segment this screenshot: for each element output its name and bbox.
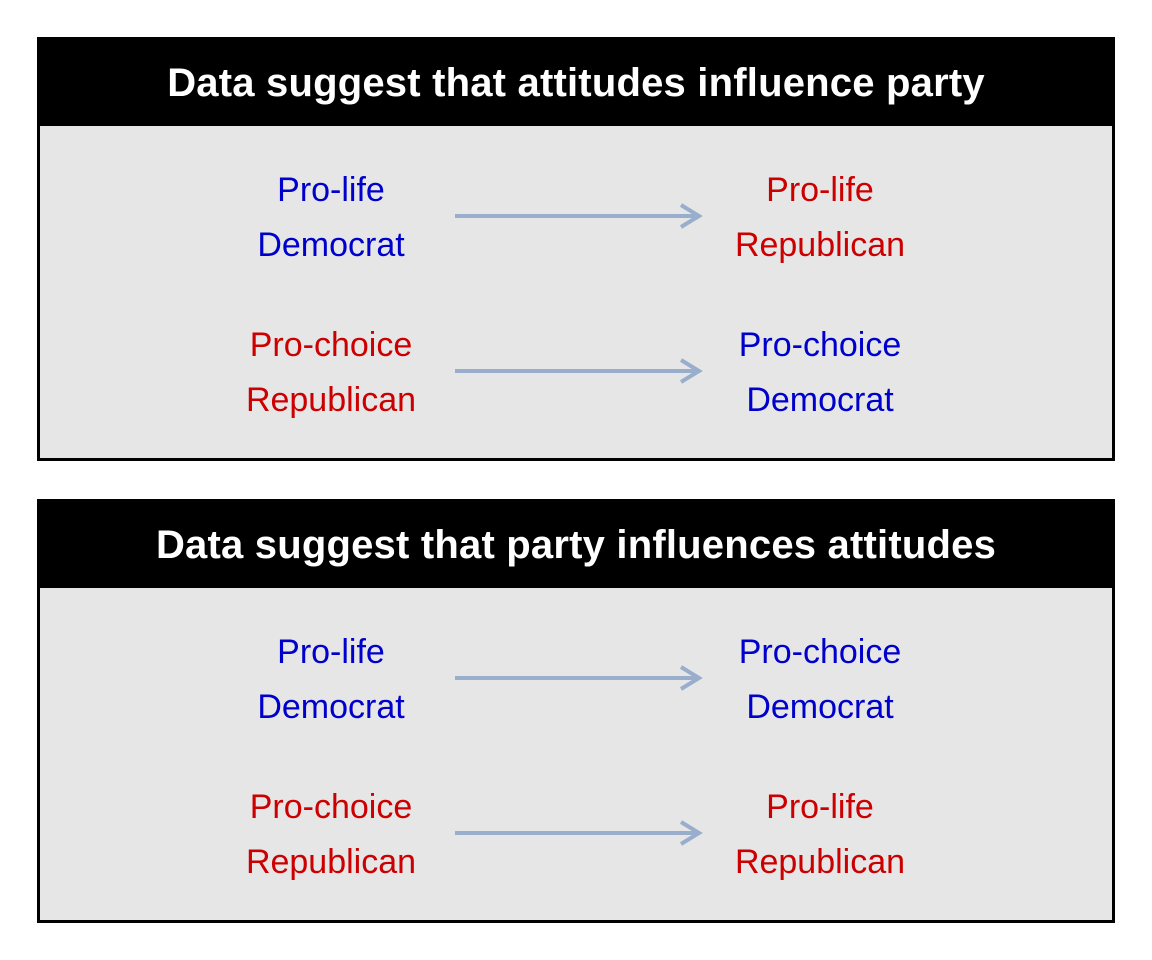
party-label: Republican [245, 843, 417, 881]
party-label: Republican [734, 843, 906, 881]
attitude-label: Pro-choice [738, 633, 902, 671]
right-arrow-icon [455, 203, 703, 229]
attitude-label: Pro-life [766, 788, 874, 826]
panel-title: Data suggest that attitudes influence pa… [40, 40, 1112, 126]
party-label: Democrat [746, 688, 894, 726]
from-label: Pro-choice Republican [171, 318, 491, 428]
to-label: Pro-choice Democrat [660, 625, 980, 735]
right-arrow-icon [455, 820, 703, 846]
to-label: Pro-life Republican [660, 163, 980, 273]
attitude-label: Pro-life [277, 171, 385, 209]
party-label: Democrat [257, 688, 405, 726]
panel-attitudes-influence-party: Data suggest that attitudes influence pa… [37, 37, 1115, 461]
from-label: Pro-choice Republican [171, 780, 491, 890]
attitude-label: Pro-choice [249, 326, 413, 364]
attitude-label: Pro-choice [738, 326, 902, 364]
party-label: Democrat [257, 226, 405, 264]
party-label: Democrat [746, 381, 894, 419]
to-label: Pro-choice Democrat [660, 318, 980, 428]
to-label: Pro-life Republican [660, 780, 980, 890]
party-label: Republican [245, 381, 417, 419]
party-label: Republican [734, 226, 906, 264]
transition-row: Pro-life Democrat Pro-choice Democrat [40, 625, 1112, 735]
attitude-label: Pro-life [766, 171, 874, 209]
from-label: Pro-life Democrat [171, 625, 491, 735]
transition-row: Pro-choice Republican Pro-choice Democra… [40, 318, 1112, 428]
panel-title: Data suggest that party influences attit… [40, 502, 1112, 588]
from-label: Pro-life Democrat [171, 163, 491, 273]
transition-row: Pro-life Democrat Pro-life Republican [40, 163, 1112, 273]
right-arrow-icon [455, 358, 703, 384]
right-arrow-icon [455, 665, 703, 691]
attitude-label: Pro-choice [249, 788, 413, 826]
panel-party-influences-attitudes: Data suggest that party influences attit… [37, 499, 1115, 923]
attitude-label: Pro-life [277, 633, 385, 671]
transition-row: Pro-choice Republican Pro-life Republica… [40, 780, 1112, 890]
